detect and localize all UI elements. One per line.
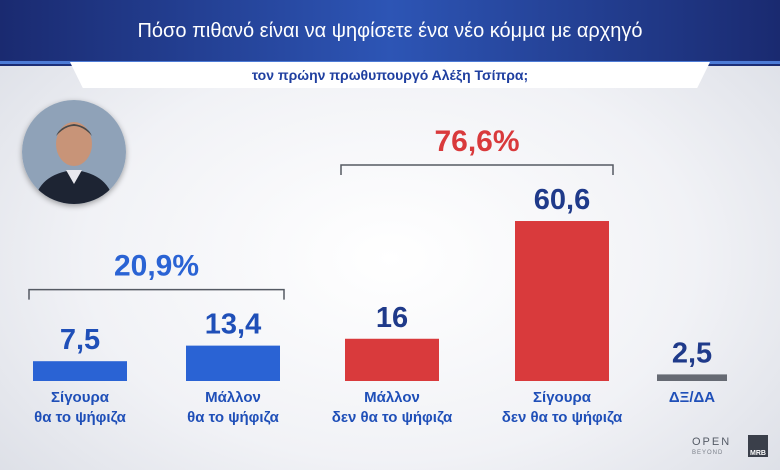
value-label-1: 13,4 bbox=[205, 309, 261, 341]
group-bracket-0 bbox=[28, 288, 285, 300]
category-label-0-0: Σίγουρα bbox=[51, 389, 110, 406]
subtitle-band bbox=[70, 62, 710, 88]
header: Πόσο πιθανό είναι να ψηφίσετε ένα νέο κό… bbox=[0, 0, 780, 88]
category-label-1-1: θα το ψήφιζα bbox=[187, 409, 280, 426]
value-label-2: 16 bbox=[376, 302, 408, 334]
group-bracket-1 bbox=[340, 164, 614, 176]
category-label-4-0: ΔΞ/ΔΑ bbox=[669, 389, 715, 406]
group-total-label-0: 20,9% bbox=[114, 250, 199, 283]
bar-1 bbox=[186, 345, 280, 381]
page-title: Πόσο πιθανό είναι να ψηφίσετε ένα νέο κό… bbox=[137, 20, 643, 42]
bar-0 bbox=[33, 361, 127, 381]
bar-4 bbox=[657, 374, 727, 381]
mrb-badge: MRB bbox=[748, 435, 768, 457]
value-label-3: 60,6 bbox=[534, 184, 590, 216]
bar-2 bbox=[345, 338, 439, 381]
category-label-3-0: Σίγουρα bbox=[533, 389, 592, 406]
category-label-2-0: Μάλλον bbox=[364, 389, 420, 406]
title-band bbox=[0, 0, 780, 66]
category-label-1-0: Μάλλον bbox=[205, 389, 261, 406]
group-total-label-1: 76,6% bbox=[434, 125, 519, 158]
value-label-4: 2,5 bbox=[672, 337, 712, 369]
value-label-0: 7,5 bbox=[60, 324, 100, 356]
category-label-3-1: δεν θα το ψήφιζα bbox=[502, 409, 623, 426]
category-label-0-1: θα το ψήφιζα bbox=[34, 409, 127, 426]
category-label-2-1: δεν θα το ψήφιζα bbox=[332, 409, 453, 426]
bar-3 bbox=[515, 221, 609, 381]
page-subtitle: τον πρώην πρωθυπουργό Αλέξη Τσίπρα; bbox=[251, 67, 529, 83]
brand-logo: OPEN bbox=[692, 436, 732, 448]
brand-logo-sub: BEYOND bbox=[692, 450, 724, 456]
person-portrait-icon bbox=[22, 100, 126, 204]
